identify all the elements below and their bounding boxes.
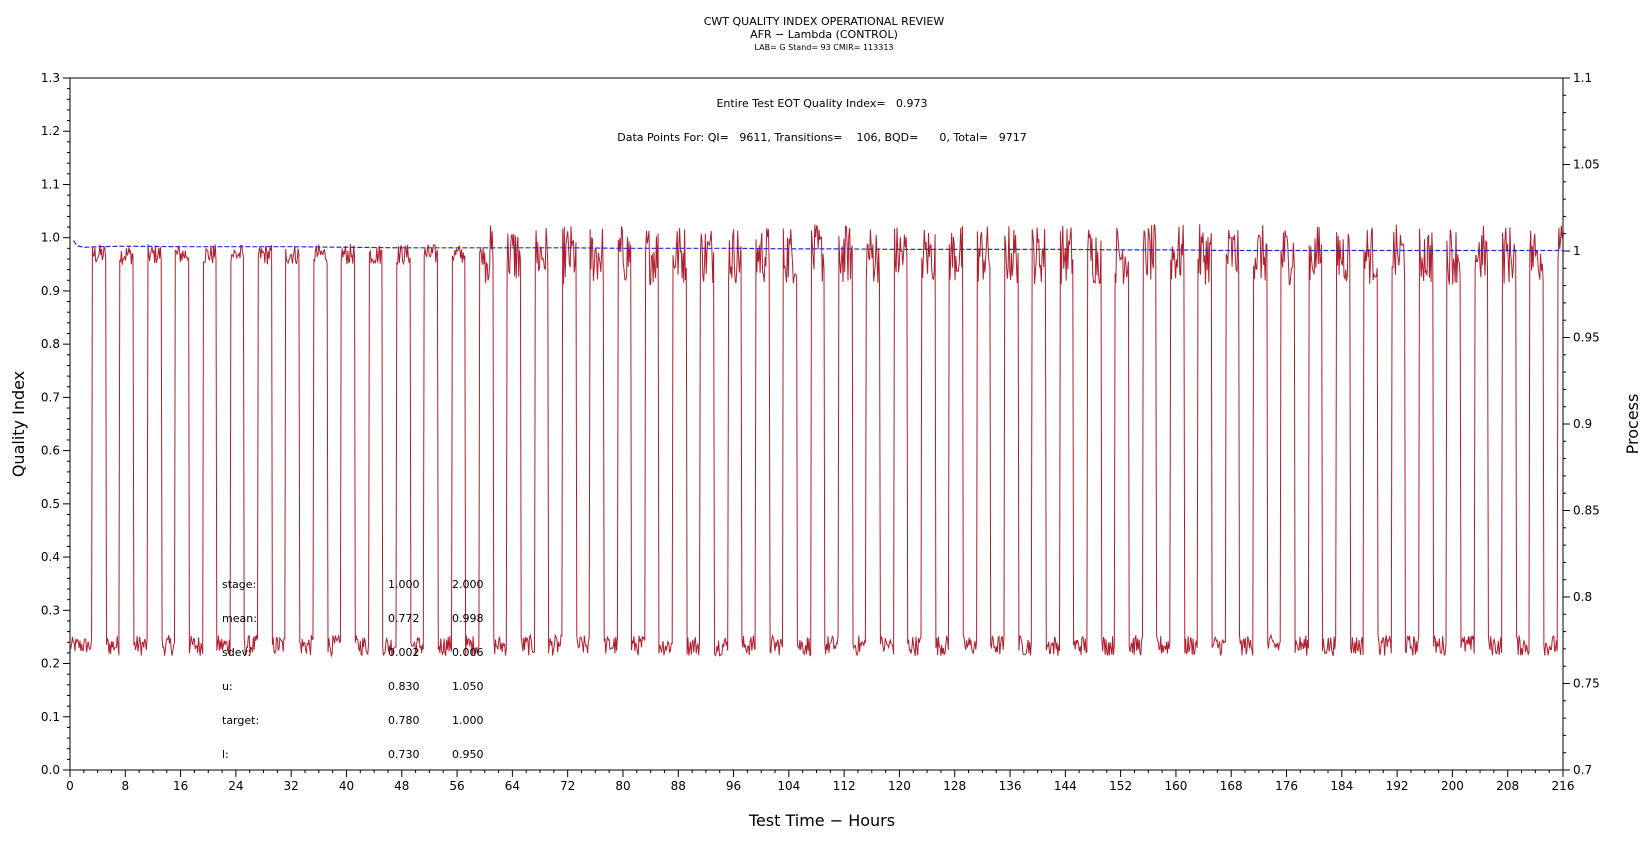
- x-tick-label: 88: [671, 779, 686, 793]
- x-tick-label: 0: [66, 779, 74, 793]
- x-tick-label: 192: [1386, 779, 1409, 793]
- y-tick-label: 1.1: [41, 177, 60, 191]
- y2-tick-label: 1.1: [1573, 71, 1592, 85]
- x-tick-label: 160: [1164, 779, 1187, 793]
- y-tick-label: 0.1: [41, 710, 60, 724]
- y-tick-label: 0.8: [41, 337, 60, 351]
- y-axis-label: Quality Index: [9, 371, 28, 477]
- x-tick-label: 144: [1054, 779, 1077, 793]
- y-tick-label: 0.6: [41, 444, 60, 458]
- x-tick-label: 152: [1109, 779, 1132, 793]
- x-tick-label: 128: [943, 779, 966, 793]
- x-tick-label: 80: [615, 779, 630, 793]
- y2-tick-label: 1: [1573, 244, 1581, 258]
- y2-tick-label: 0.85: [1573, 504, 1600, 518]
- x-tick-label: 120: [888, 779, 911, 793]
- x-tick-label: 216: [1552, 779, 1575, 793]
- x-tick-label: 64: [505, 779, 520, 793]
- x-tick-label: 208: [1496, 779, 1519, 793]
- stats-table: stage: 1.000 2.000 mean: 0.772 0.998 sdev: 0.00…: [222, 578, 484, 761]
- y-tick-label: 0.0: [41, 763, 60, 777]
- x-tick-label: 24: [228, 779, 243, 793]
- x-tick-label: 8: [121, 779, 129, 793]
- stats-label: sdev:: [222, 646, 251, 659]
- stats-value-stage2: 2.000: [452, 578, 484, 591]
- left-axis: 0.0 0.1 0.2 0.3 0.4 0.5 0.6 0.7 0.8 0.9 1.0 1.1 1.2 1…: [41, 71, 70, 777]
- y2-tick-label: 0.9: [1573, 417, 1592, 431]
- x-tick-label: 16: [173, 779, 188, 793]
- y-tick-label: 1.3: [41, 71, 60, 85]
- x-tick-label: 56: [449, 779, 464, 793]
- x-tick-label: 40: [339, 779, 354, 793]
- x-axis-label: Test Time − Hours: [748, 811, 895, 830]
- stats-label: stage:: [222, 578, 256, 591]
- x-tick-label: 176: [1275, 779, 1298, 793]
- y-tick-label: 0.9: [41, 284, 60, 298]
- x-tick-label: 112: [833, 779, 856, 793]
- stats-label: mean:: [222, 612, 257, 625]
- right-axis: 0.7 0.75 0.8 0.85 0.9 0.95 1 1.05 1.1: [1563, 71, 1600, 777]
- x-tick-label: 104: [777, 779, 800, 793]
- stats-value-stage2: 0.950: [452, 748, 484, 761]
- x-tick-label: 72: [560, 779, 575, 793]
- stats-value-stage2: 1.050: [452, 680, 484, 693]
- annotation-eot-quality-index: Entire Test EOT Quality Index= 0.973: [716, 97, 927, 110]
- y-tick-label: 0.2: [41, 657, 60, 671]
- x-tick-label: 184: [1330, 779, 1353, 793]
- stats-value-stage1: 0.772: [388, 612, 420, 625]
- stats-value-stage1: 0.830: [388, 680, 420, 693]
- chart-title: CWT QUALITY INDEX OPERATIONAL REVIEW: [704, 15, 945, 28]
- stats-value-stage1: 0.780: [388, 714, 420, 727]
- chart-subtitle: AFR − Lambda (CONTROL): [750, 28, 898, 41]
- y-tick-label: 0.7: [41, 390, 60, 404]
- x-tick-label: 168: [1220, 779, 1243, 793]
- y2-tick-label: 0.7: [1573, 763, 1592, 777]
- stats-value-stage2: 0.006: [452, 646, 484, 659]
- annotation-data-points: Data Points For: QI= 9611, Transitions= …: [617, 131, 1026, 144]
- y2-tick-label: 1.05: [1573, 158, 1600, 172]
- y2-axis-label: Process: [1623, 394, 1642, 455]
- y2-tick-label: 0.95: [1573, 331, 1600, 345]
- stats-label: target:: [222, 714, 259, 727]
- x-tick-label: 48: [394, 779, 409, 793]
- x-axis: 0 8 16 24 32 40 48 56 64 72 80 88 96 104 112 120 128 136 1…: [66, 770, 1574, 793]
- y2-tick-label: 0.8: [1573, 590, 1592, 604]
- stats-value-stage1: 0.002: [388, 646, 420, 659]
- stats-label: u:: [222, 680, 233, 693]
- stats-label: l:: [222, 748, 229, 761]
- y-tick-label: 0.3: [41, 603, 60, 617]
- y-tick-label: 0.4: [41, 550, 60, 564]
- stats-value-stage1: 0.730: [388, 748, 420, 761]
- chart-subsubtitle: LAB= G Stand= 93 CMIR= 113313: [754, 43, 893, 52]
- y-tick-label: 0.5: [41, 497, 60, 511]
- x-tick-label: 32: [284, 779, 299, 793]
- stats-value-stage2: 1.000: [452, 714, 484, 727]
- stats-value-stage1: 1.000: [388, 578, 420, 591]
- x-tick-label: 96: [726, 779, 741, 793]
- process-series-line: [70, 224, 1563, 658]
- stats-value-stage2: 0.998: [452, 612, 484, 625]
- y-tick-label: 1.0: [41, 231, 60, 245]
- x-tick-label: 136: [999, 779, 1022, 793]
- plot-frame: [69, 77, 1564, 771]
- y-tick-label: 1.2: [41, 124, 60, 138]
- x-tick-label: 200: [1441, 779, 1464, 793]
- y2-tick-label: 0.75: [1573, 677, 1600, 691]
